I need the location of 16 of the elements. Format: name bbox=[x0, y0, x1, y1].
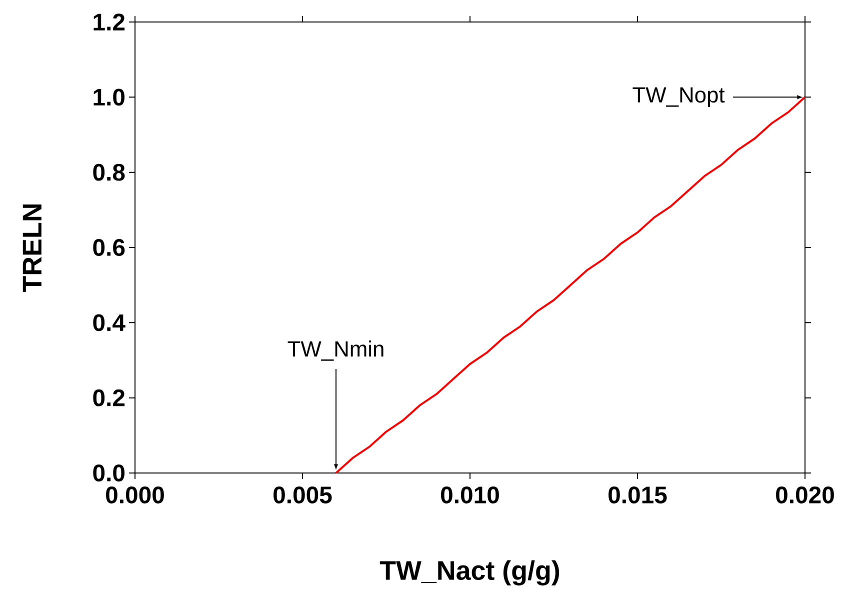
y-tick-label: 0.2 bbox=[93, 389, 125, 406]
y-tick-label: 1.2 bbox=[94, 14, 125, 30]
annotation: TW_Nmin bbox=[288, 340, 384, 361]
y-axis-title: TRELN bbox=[22, 204, 42, 292]
x-tick-label: 0.015 bbox=[608, 486, 667, 504]
annotation: TW_Nopt bbox=[632, 87, 725, 107]
x-tick-label: 0.005 bbox=[274, 486, 332, 504]
y-tick-label: 0.0 bbox=[93, 464, 124, 482]
x-axis-title: TW_Nact (g/g) bbox=[380, 560, 560, 586]
y-tick-label: 1.0 bbox=[94, 88, 124, 106]
x-tick-label: 0.010 bbox=[441, 486, 499, 504]
y-tick-label: 0.6 bbox=[93, 239, 125, 256]
x-tick-label: 0.020 bbox=[776, 486, 834, 504]
y-tick-label: 0.8 bbox=[93, 164, 125, 181]
x-tick-label: 0.000 bbox=[106, 486, 164, 504]
y-tick-label: 0.4 bbox=[93, 314, 126, 332]
